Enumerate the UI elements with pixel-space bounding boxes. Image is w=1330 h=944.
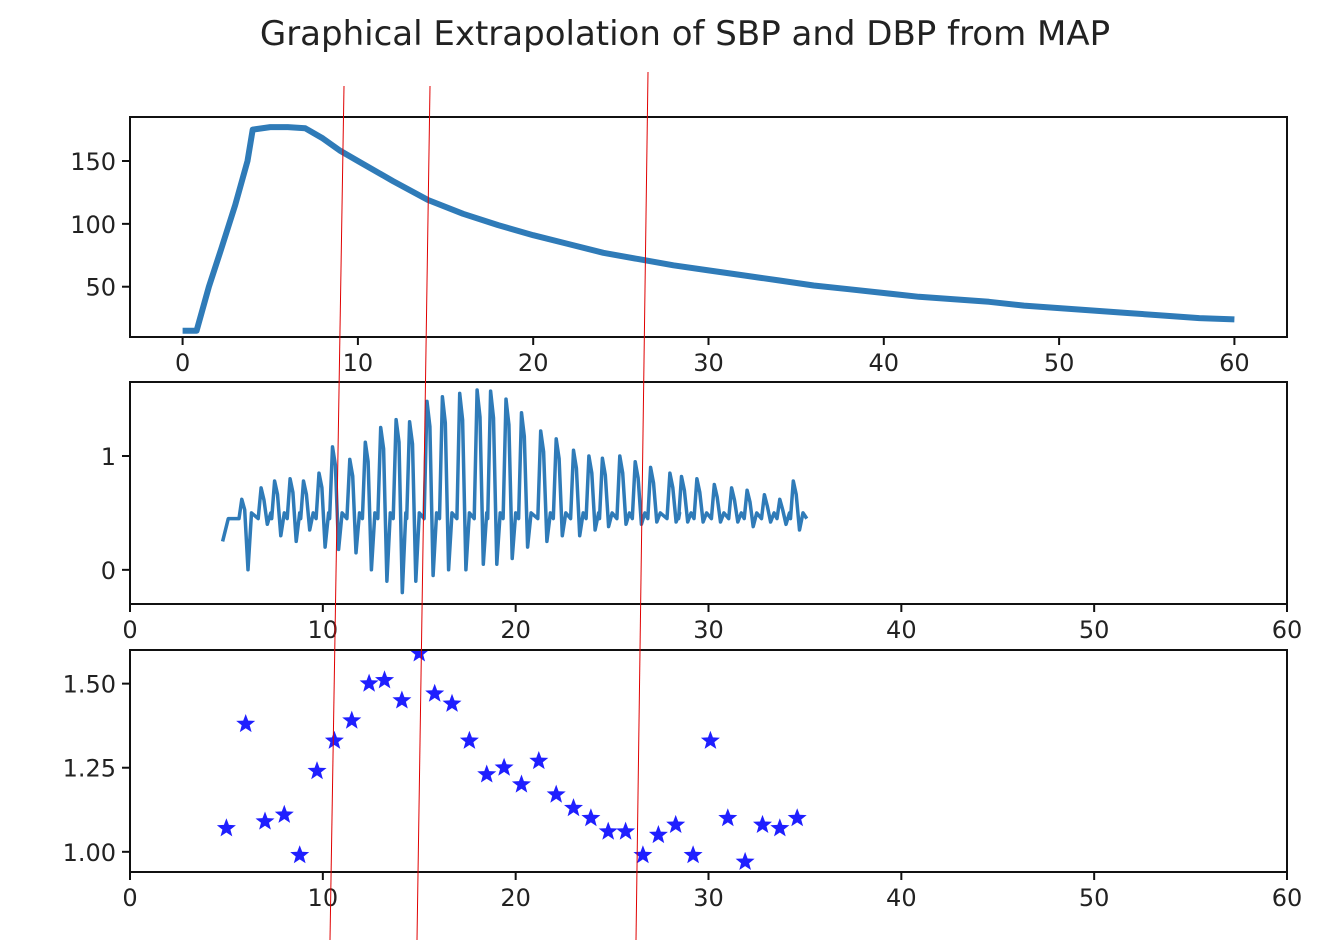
x-tick-label: 0: [175, 349, 190, 377]
star-point: [700, 730, 720, 749]
x-tick-label: 60: [1219, 349, 1250, 377]
panel-oscillation: 0 10 20 30 40 50 60 0 1: [101, 381, 1303, 644]
star-point: [216, 818, 236, 837]
star-point: [290, 845, 310, 864]
star-point: [735, 851, 755, 870]
star-point: [442, 693, 462, 712]
axes-frame: [129, 649, 1288, 873]
star-point: [359, 673, 379, 692]
star-point: [274, 804, 294, 823]
x-tick-label: 10: [308, 616, 339, 644]
star-point: [633, 845, 653, 864]
x-tick-label: 50: [1079, 616, 1110, 644]
axes-frame: [129, 116, 1288, 338]
x-tick-label: 60: [1272, 884, 1303, 912]
x-tick-label: 40: [869, 349, 900, 377]
pressure-series-line: [182, 124, 1235, 334]
star-point: [392, 690, 412, 709]
y-tick-label: 0: [101, 557, 116, 585]
plot-area: [182, 124, 1235, 334]
x-tick-label: 30: [693, 884, 724, 912]
star-point: [409, 650, 429, 662]
x-tick-label: 30: [693, 616, 724, 644]
plot-area: [216, 650, 807, 870]
x-tick-label: 20: [500, 616, 531, 644]
oscillation-series-line: [220, 388, 809, 595]
y-tick-label: 1.50: [63, 671, 116, 699]
x-tick-label: 20: [500, 884, 531, 912]
y-tick-label: 150: [70, 148, 116, 176]
star-point: [770, 818, 790, 837]
star-point: [477, 764, 497, 783]
star-point: [718, 808, 738, 827]
x-tick-label: 0: [122, 884, 137, 912]
star-point: [342, 710, 362, 729]
star-point: [529, 751, 549, 770]
x-tick-label: 50: [1044, 349, 1075, 377]
star-point: [546, 784, 566, 803]
star-point: [564, 798, 583, 817]
star-point: [666, 814, 686, 833]
panel-pressure: 0 10 20 30 40 50 60 50 100 150: [70, 116, 1288, 377]
annotation-line: [329, 85, 345, 941]
star-point: [683, 845, 703, 864]
x-tick-label: 60: [1272, 616, 1303, 644]
star-point: [511, 774, 531, 793]
star-point: [753, 814, 772, 833]
star-point: [236, 714, 256, 733]
plot-area: [220, 388, 809, 595]
annotation-line: [416, 85, 431, 941]
star-point: [616, 821, 636, 840]
panel-ratios: 0 10 20 30 40 50 60 1.00 1.25 1.50: [63, 649, 1303, 912]
star-point: [459, 730, 479, 749]
x-tick-label: 10: [343, 349, 374, 377]
x-tick-label: 10: [308, 884, 339, 912]
y-tick-label: 1.00: [63, 839, 116, 867]
x-tick-label: 40: [886, 884, 917, 912]
x-tick-label: 30: [693, 349, 724, 377]
x-tick-label: 20: [518, 349, 549, 377]
star-point: [255, 811, 275, 830]
star-point: [581, 808, 601, 827]
chart-title: Graphical Extrapolation of SBP and DBP f…: [259, 14, 1111, 54]
y-tick-label: 1.25: [63, 755, 116, 783]
y-tick-label: 1: [101, 443, 116, 471]
star-point: [598, 821, 618, 840]
x-tick-label: 50: [1079, 884, 1110, 912]
star-point: [425, 683, 445, 702]
y-tick-label: 50: [85, 274, 116, 302]
x-tick-label: 0: [122, 616, 137, 644]
star-point: [307, 761, 327, 780]
star-point: [648, 825, 668, 844]
star-point: [494, 757, 514, 776]
y-tick-label: 100: [70, 211, 116, 239]
star-point: [787, 808, 807, 827]
annotation-line: [635, 71, 649, 941]
x-tick-label: 40: [886, 616, 917, 644]
star-point: [375, 670, 395, 689]
star-point: [324, 730, 344, 749]
